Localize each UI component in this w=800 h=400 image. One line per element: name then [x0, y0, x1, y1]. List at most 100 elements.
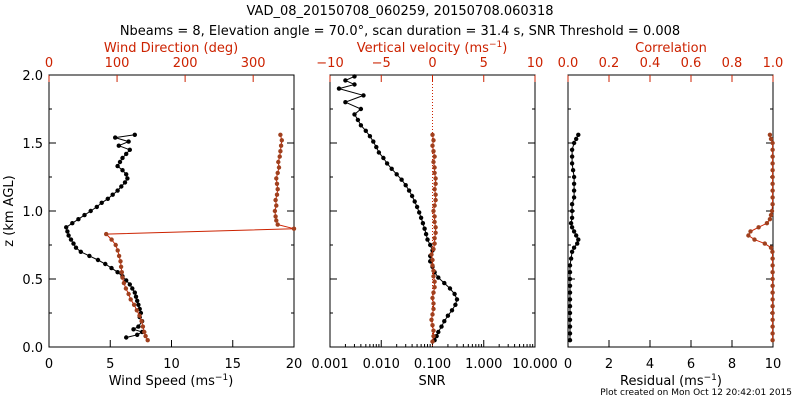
vertical-velocity-point [431, 301, 436, 306]
top-tick-label: 5 [480, 56, 488, 71]
snr-point [374, 144, 379, 150]
vertical-velocity-point [433, 230, 438, 235]
correlation-point [752, 237, 757, 242]
bottom-tick-label: 15 [224, 357, 241, 372]
residual-point [569, 202, 575, 207]
wind-speed-point [95, 257, 101, 263]
bottom-tick-label: 10 [765, 357, 782, 372]
vertical-velocity-point [433, 181, 438, 186]
snr-point [367, 134, 373, 139]
vertical-velocity-point [432, 285, 437, 290]
correlation-point [770, 154, 775, 159]
wind-speed-point [88, 208, 93, 214]
wind-direction-point [274, 218, 279, 223]
residual-correlation-panel: Correlation Residual (ms−1) 0 2 4 6 8 10 0.0 0.… [558, 41, 784, 389]
vertical-velocity-point [432, 165, 437, 170]
snr-point [381, 155, 386, 161]
wind-speed-point [120, 168, 125, 173]
correlation-point [770, 174, 775, 180]
wind-speed-point [124, 172, 129, 177]
snr-point [394, 172, 399, 177]
bottom-tick-label: 20 [286, 357, 303, 372]
bottom-tick-label: 4 [646, 357, 654, 372]
wind-speed-point [65, 229, 70, 234]
wind-direction-point [145, 338, 150, 343]
vertical-velocity-point [433, 192, 438, 197]
vertical-velocity-point [430, 323, 435, 328]
top-tick-label: 0.6 [681, 56, 702, 71]
vertical-velocity-point [430, 263, 435, 268]
residual-point [567, 331, 573, 336]
residual-point [569, 225, 575, 230]
snr-point [423, 231, 429, 237]
snr-point [454, 297, 460, 302]
correlation-point [770, 290, 775, 295]
bottom-tick-label: 0 [45, 357, 53, 372]
bottom-tick-label: 10.000 [512, 357, 558, 372]
residual-point [571, 140, 577, 146]
wind-direction-point [279, 138, 284, 143]
wind-direction-axis-label: Wind Direction (deg) [104, 41, 238, 56]
wind-direction-point [274, 192, 280, 197]
correlation-point [770, 270, 775, 275]
wind-speed-point [115, 188, 120, 193]
wind-direction-point [119, 270, 125, 275]
y-tick-label: 0.5 [22, 273, 43, 288]
vertical-velocity-point [429, 252, 434, 257]
wind-speed-point [109, 265, 114, 271]
wind-speed-point [78, 249, 84, 254]
correlation-axis-label: Correlation [635, 41, 707, 56]
snr-point [447, 286, 453, 291]
wind-direction-point [275, 170, 280, 176]
residual-point [569, 208, 575, 214]
residual-point [575, 241, 580, 246]
snr-point [422, 226, 427, 231]
vertical-velocity-point [430, 257, 435, 263]
residual-point [571, 195, 577, 200]
correlation-point [770, 256, 775, 261]
wind-speed-point [124, 335, 129, 340]
correlation-point [770, 297, 775, 302]
wind-direction-point [113, 242, 118, 248]
velocity-snr-panel: Vertical velocity (ms−1) SNR 0.001 0.010 0… [311, 40, 557, 389]
snr-point [418, 215, 424, 220]
residual-point [571, 188, 577, 193]
correlation-point [770, 317, 775, 322]
wind-direction-point [116, 253, 122, 259]
wind-speed-point [116, 143, 122, 148]
wind-direction-point [131, 302, 137, 307]
wind-direction-point [143, 333, 148, 339]
wind-speed-point [120, 155, 125, 161]
wind-speed-point [135, 298, 140, 303]
correlation-point [770, 181, 775, 186]
wind-speed-point [94, 204, 100, 210]
residual-point [576, 237, 581, 242]
correlation-point [770, 304, 775, 309]
correlation-point [748, 229, 753, 234]
residual-point [571, 181, 577, 186]
wind-direction-point [276, 165, 282, 170]
correlation-point [768, 212, 774, 218]
wind-speed-axis-label: Wind Speed (ms−1) [109, 373, 234, 389]
snr-point [414, 204, 420, 210]
wind-direction-point [115, 248, 120, 253]
correlation-point [770, 202, 775, 207]
top-tick-label: −5 [372, 56, 391, 71]
vertical-velocity-point [430, 143, 435, 148]
wind-speed-point [76, 217, 81, 222]
residual-point [574, 233, 579, 238]
wind-speed-point [124, 151, 129, 157]
top-tick-label: 0 [45, 56, 53, 71]
correlation-point [756, 225, 761, 230]
vertical-velocity-point [431, 246, 436, 252]
vertical-velocity-point [432, 170, 437, 176]
snr-point [376, 150, 382, 155]
y-tick-label: 1.5 [22, 137, 43, 152]
wind-speed-point [127, 282, 132, 287]
correlation-point [764, 221, 770, 226]
bottom-tick-label: 6 [687, 357, 695, 372]
wind-direction-point [276, 159, 281, 165]
wind-speed-point [115, 270, 120, 275]
residual-point [567, 310, 573, 316]
vertical-velocity-point [431, 159, 436, 165]
